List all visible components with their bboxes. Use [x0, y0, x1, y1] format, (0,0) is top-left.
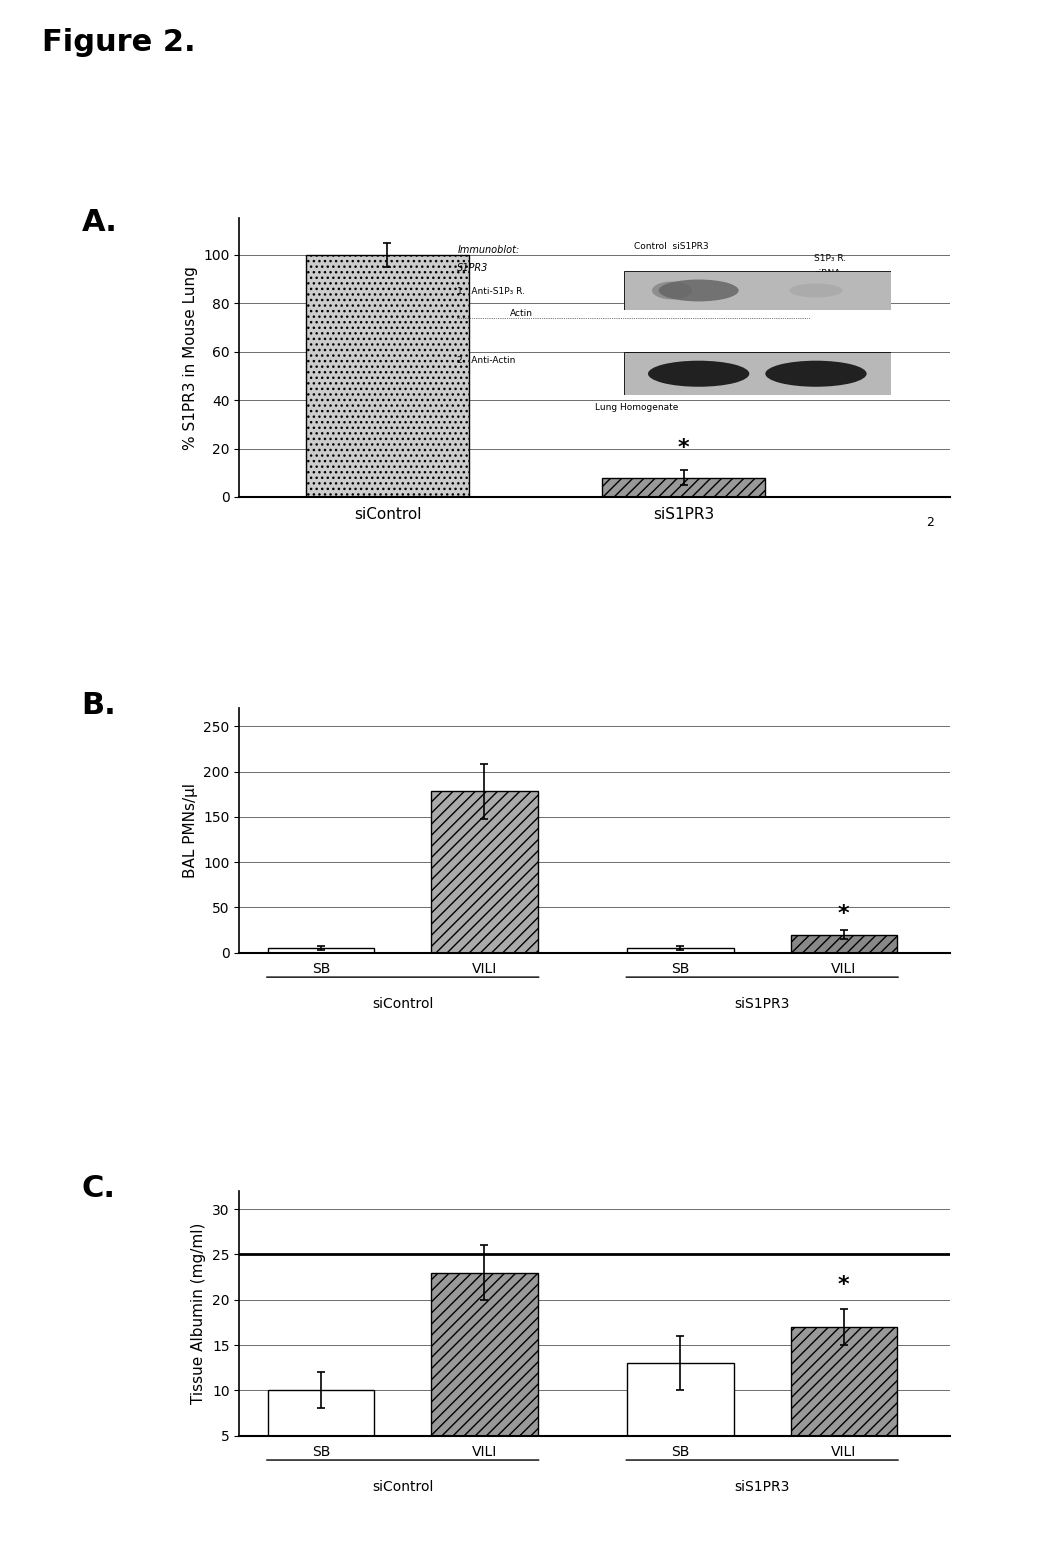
Bar — [791, 935, 897, 953]
Text: A.: A. — [82, 208, 118, 237]
Text: siControl: siControl — [372, 1480, 434, 1494]
Text: *: * — [838, 904, 849, 924]
Bar — [628, 1362, 734, 1480]
Text: Figure 2.: Figure 2. — [42, 28, 195, 57]
Bar — [432, 1273, 538, 1480]
Text: siControl: siControl — [372, 997, 434, 1011]
Text: *: * — [677, 439, 690, 459]
Bar — [306, 254, 469, 498]
Text: C.: C. — [82, 1173, 116, 1203]
Y-axis label: BAL PMNs/µl: BAL PMNs/µl — [183, 783, 197, 877]
Bar — [268, 949, 374, 953]
Text: siS1PR3: siS1PR3 — [735, 997, 790, 1011]
Text: B.: B. — [82, 691, 117, 721]
Bar — [791, 1327, 897, 1480]
Bar — [268, 1390, 374, 1480]
Text: 2: 2 — [926, 516, 934, 529]
Bar — [602, 477, 765, 498]
Text: siS1PR3: siS1PR3 — [735, 1480, 790, 1494]
Y-axis label: Tissue Albumin (mg/ml): Tissue Albumin (mg/ml) — [191, 1223, 207, 1404]
Bar — [628, 949, 734, 953]
Text: *: * — [838, 1276, 849, 1296]
Y-axis label: % S1PR3 in Mouse Lung: % S1PR3 in Mouse Lung — [183, 265, 197, 450]
Bar — [432, 792, 538, 953]
